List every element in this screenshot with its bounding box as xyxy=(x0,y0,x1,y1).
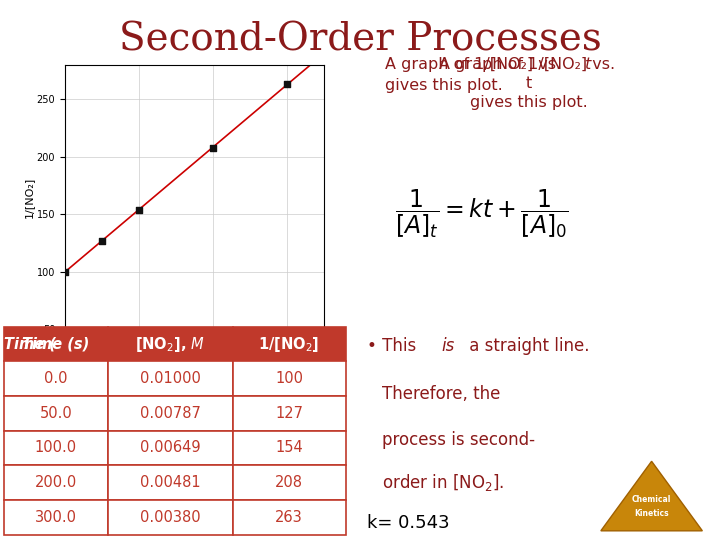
Bar xyxy=(4,500,108,535)
Bar xyxy=(4,396,108,431)
Text: 127: 127 xyxy=(275,406,303,421)
Text: Therefore, the: Therefore, the xyxy=(382,385,500,403)
Text: 100.0: 100.0 xyxy=(35,441,77,455)
Point xyxy=(96,237,107,245)
Bar xyxy=(233,361,346,396)
Text: a straight line.: a straight line. xyxy=(464,337,590,355)
Bar xyxy=(4,327,108,361)
Text: 50.0: 50.0 xyxy=(40,406,72,421)
Text: A graph of 1/[NO₂] vs.: A graph of 1/[NO₂] vs. xyxy=(385,57,567,72)
Text: 154: 154 xyxy=(275,441,303,455)
Text: 263: 263 xyxy=(275,510,303,525)
Bar xyxy=(4,465,108,500)
X-axis label: Time (s): Time (s) xyxy=(172,355,217,365)
Y-axis label: 1/[NO₂]: 1/[NO₂] xyxy=(24,177,34,218)
Text: 0.01000: 0.01000 xyxy=(140,371,201,386)
Polygon shape xyxy=(601,461,703,531)
Bar xyxy=(108,465,233,500)
Text: 0.0: 0.0 xyxy=(44,371,68,386)
Text: Time (: Time ( xyxy=(4,336,55,352)
Text: Time (s): Time (s) xyxy=(22,336,89,352)
Bar xyxy=(233,396,346,431)
Bar xyxy=(108,396,233,431)
Point xyxy=(207,143,219,152)
Bar xyxy=(233,500,346,535)
Text: 0.00481: 0.00481 xyxy=(140,475,201,490)
Text: is: is xyxy=(441,337,454,355)
Bar xyxy=(108,361,233,396)
Text: process is second-: process is second- xyxy=(382,431,534,449)
Bar xyxy=(233,327,346,361)
Text: 100: 100 xyxy=(275,371,303,386)
Text: Chemical: Chemical xyxy=(632,495,671,504)
Bar xyxy=(108,431,233,465)
Text: A graph of 1/[NO₂] vs. 
t
gives this plot.: A graph of 1/[NO₂] vs. t gives this plot… xyxy=(438,57,620,110)
Bar xyxy=(108,327,233,361)
Text: [NO$_2$], $M$: [NO$_2$], $M$ xyxy=(135,334,205,354)
Text: Kinetics: Kinetics xyxy=(634,509,669,518)
Text: gives this plot.: gives this plot. xyxy=(385,78,503,93)
Text: • This: • This xyxy=(367,337,422,355)
Text: 208: 208 xyxy=(275,475,303,490)
Text: t: t xyxy=(585,57,591,72)
Text: 200.0: 200.0 xyxy=(35,475,77,490)
Point xyxy=(59,267,71,276)
Point xyxy=(133,205,145,214)
Bar xyxy=(233,465,346,500)
Bar xyxy=(108,500,233,535)
Text: 0.00649: 0.00649 xyxy=(140,441,201,455)
Bar xyxy=(4,361,108,396)
Text: 300.0: 300.0 xyxy=(35,510,77,525)
Bar xyxy=(233,431,346,465)
Text: 1/[NO$_2$]: 1/[NO$_2$] xyxy=(258,334,320,354)
Text: 0.00787: 0.00787 xyxy=(140,406,201,421)
Text: 0.00380: 0.00380 xyxy=(140,510,201,525)
Text: k= 0.543: k= 0.543 xyxy=(367,514,450,532)
Point xyxy=(282,80,293,89)
Text: Second-Order Processes: Second-Order Processes xyxy=(119,22,601,59)
Text: order in [NO$_2$].: order in [NO$_2$]. xyxy=(382,472,504,493)
Bar xyxy=(4,431,108,465)
Text: $\dfrac{1}{[A]_t} = kt + \dfrac{1}{[A]_0}$: $\dfrac{1}{[A]_t} = kt + \dfrac{1}{[A]_0… xyxy=(395,187,570,240)
